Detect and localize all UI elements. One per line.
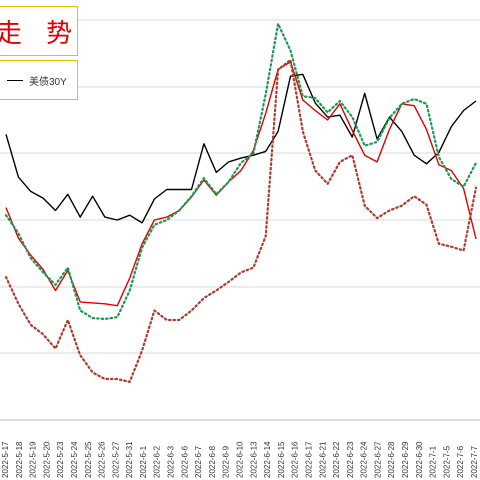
x-tick-label: 2022-6-14 <box>263 441 272 478</box>
x-tick-label: 2022-5-20 <box>42 441 51 478</box>
x-tick-label: 2022-5-18 <box>15 441 24 478</box>
chart-series <box>4 22 478 383</box>
x-tick-label: 2022-6-7 <box>194 445 203 478</box>
chart-title: 走 势 <box>0 18 81 49</box>
x-tick-label: 2022-6-24 <box>360 441 369 478</box>
legend-label: 美债30Y <box>29 77 67 88</box>
series-line-0 <box>5 73 477 224</box>
x-tick-label: 2022-5-23 <box>56 441 65 478</box>
x-tick-label: 2022-6-17 <box>305 441 314 478</box>
x-tick-label: 2022-7-1 <box>429 445 438 478</box>
x-tick-label: 2022-7-7 <box>470 445 479 478</box>
x-tick-label: 2022-6-21 <box>318 441 327 478</box>
x-tick-label: 2022-6-1 <box>139 445 148 478</box>
x-tick-label: 2022-6-2 <box>153 445 162 478</box>
x-tick-label: 2022-6-8 <box>208 445 217 478</box>
x-tick-label: 2022-6-16 <box>291 441 300 478</box>
x-tick-label: 2022-7-6 <box>456 445 465 478</box>
x-tick-label: 2022-6-22 <box>332 441 341 478</box>
legend: 美债30Y <box>0 60 78 100</box>
title-box: 走 势 <box>0 6 78 56</box>
x-tick-label: 2022-6-10 <box>236 441 245 478</box>
x-tick-labels: 2022-5-17 2022-5-18 2022-5-19 2022-5-20 2022… <box>1 441 479 478</box>
x-tick-label: 2022-5-17 <box>1 441 10 478</box>
x-tick-label: 2022-6-6 <box>180 445 189 478</box>
series-line-1 <box>5 61 477 307</box>
x-tick-label: 2022-7-5 <box>442 445 451 478</box>
x-tick-label: 2022-6-9 <box>222 445 231 478</box>
x-tick-label: 2022-6-27 <box>373 441 382 478</box>
legend-swatch <box>7 80 23 81</box>
x-tick-label: 2022-5-31 <box>125 441 134 478</box>
x-tick-label: 2022-6-13 <box>249 441 258 478</box>
x-tick-label: 2022-6-29 <box>401 441 410 478</box>
x-tick-label: 2022-6-28 <box>387 441 396 478</box>
x-tick-label: 2022-6-15 <box>277 441 286 478</box>
series-line-3 <box>4 58 478 383</box>
x-tick-label: 2022-6-3 <box>167 445 176 478</box>
x-tick-label: 2022-5-19 <box>29 441 38 478</box>
series-line-2 <box>4 22 478 321</box>
x-tick-label: 2022-5-25 <box>84 441 93 478</box>
x-tick-label: 2022-5-27 <box>111 441 120 478</box>
x-tick-label: 2022-5-26 <box>98 441 107 478</box>
x-tick-label: 2022-6-23 <box>346 441 355 478</box>
x-tick-label: 2022-6-30 <box>415 441 424 478</box>
x-tick-label: 2022-5-24 <box>70 441 79 478</box>
